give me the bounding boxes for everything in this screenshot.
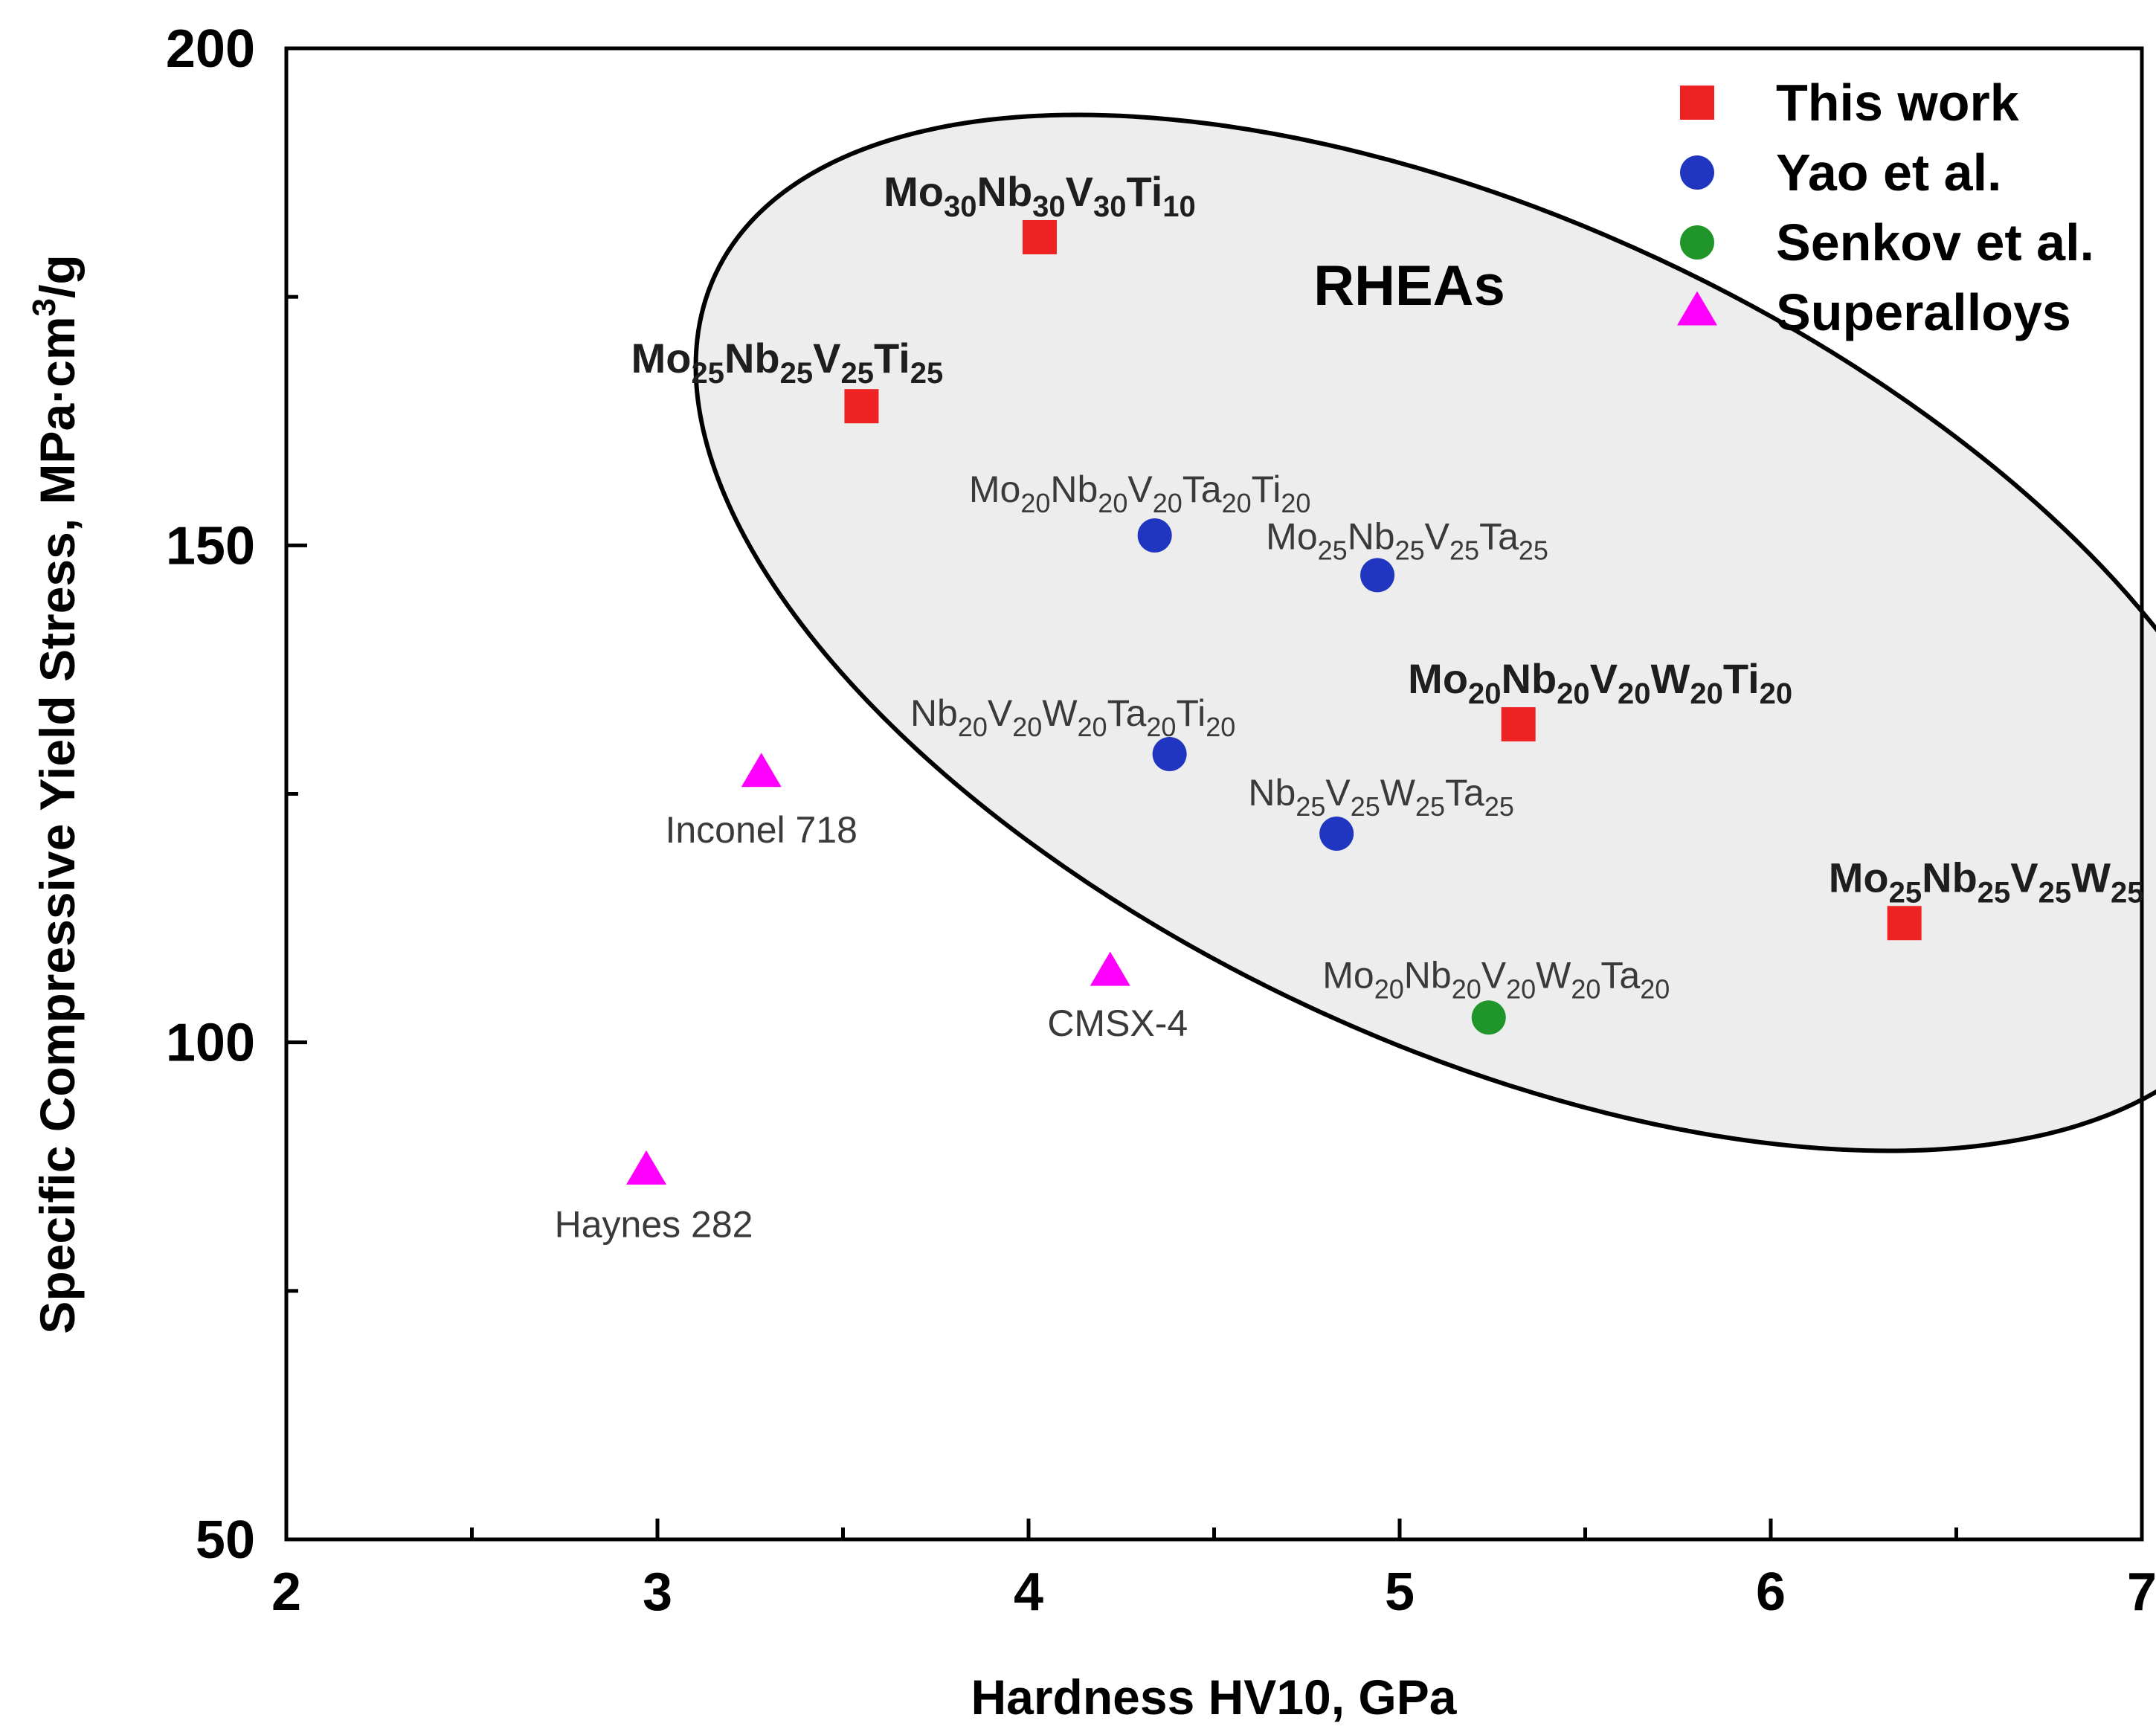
triangle-marker [626, 1150, 667, 1185]
y-tick-label: 50 [196, 1510, 255, 1570]
data-markers [626, 219, 1922, 1185]
square-marker [1501, 706, 1536, 741]
circle-marker [1471, 1000, 1506, 1035]
point-label: Mo25Nb25V25W25 [1829, 854, 2144, 909]
point-label: Inconel 718 [665, 809, 857, 851]
legend-entry-label: Superalloys [1776, 283, 2071, 341]
circle-marker [1319, 816, 1354, 851]
point-label: Mo25Nb25V25Ta25 [1266, 515, 1548, 565]
x-tick-label: 2 [271, 1562, 301, 1622]
point-label: Mo30Nb30V30Ti10 [884, 168, 1196, 223]
point-label: Nb25V25W25Ta25 [1248, 772, 1513, 822]
y-axis-title-end: /g [30, 254, 85, 298]
point-label: Mo25Nb25V25Ti25 [631, 335, 944, 390]
point-label: CMSX-4 [1047, 1002, 1188, 1044]
legend-entry-label: This work [1776, 74, 2019, 132]
triangle-marker [741, 753, 782, 788]
y-tick-label: 200 [166, 19, 255, 79]
circle-marker [1152, 737, 1187, 772]
point-label: Mo20Nb20V20W20Ti20 [1408, 655, 1792, 710]
x-tick-label: 7 [2127, 1562, 2156, 1622]
circle-marker [1137, 518, 1172, 553]
circle-marker [1360, 558, 1395, 593]
legend-entry-label: Yao et al. [1776, 144, 2001, 202]
x-tick-label: 3 [643, 1562, 672, 1622]
point-label: Nb20V20W20Ta20Ti20 [910, 692, 1235, 742]
square-marker [844, 389, 879, 424]
x-tick-label: 4 [1014, 1562, 1043, 1622]
x-axis-title: Hardness HV10, GPa [971, 1670, 1458, 1725]
y-axis-title-base: Specific Compressive Yield Stress, MPa·c… [30, 316, 85, 1333]
square-marker [1887, 906, 1922, 941]
y-tick-label: 150 [166, 516, 255, 576]
legend: This work Yao et al. Senkov et al. Superall… [1677, 74, 2094, 341]
rheas-ellipse [693, 112, 2156, 1153]
y-axis-title: Specific Compressive Yield Stress, MPa·c… [26, 254, 85, 1333]
y-axis-title-sup: 3 [26, 298, 62, 316]
point-label: Haynes 282 [555, 1203, 753, 1245]
triangle-marker [1090, 951, 1130, 986]
axis-ticks [284, 46, 2144, 1542]
y-tick-label: 100 [166, 1014, 255, 1073]
x-tick-label: 6 [1756, 1562, 1786, 1622]
legend-triangle-icon [1677, 291, 1717, 326]
point-label: Mo20Nb20V20W20Ta20 [1322, 954, 1670, 1004]
x-tick-label: 5 [1385, 1562, 1415, 1622]
legend-circle-icon [1680, 155, 1714, 190]
legend-entry-label: Senkov et al. [1776, 213, 2094, 271]
legend-square-icon [1680, 86, 1714, 120]
rheas-annotation: RHEAs [1313, 254, 1505, 318]
y-tick-labels: 50 100 150 200 [166, 19, 255, 1570]
x-tick-labels: 2 3 4 5 6 7 [271, 1562, 2156, 1622]
point-label: Mo20Nb20V20Ta20Ti20 [969, 469, 1311, 518]
legend-circle-icon [1680, 225, 1714, 260]
point-labels: Mo30Nb30V30Ti10 Mo25Nb25V25Ti25 Mo20Nb20V2… [555, 168, 2144, 1245]
square-marker [1022, 219, 1057, 254]
